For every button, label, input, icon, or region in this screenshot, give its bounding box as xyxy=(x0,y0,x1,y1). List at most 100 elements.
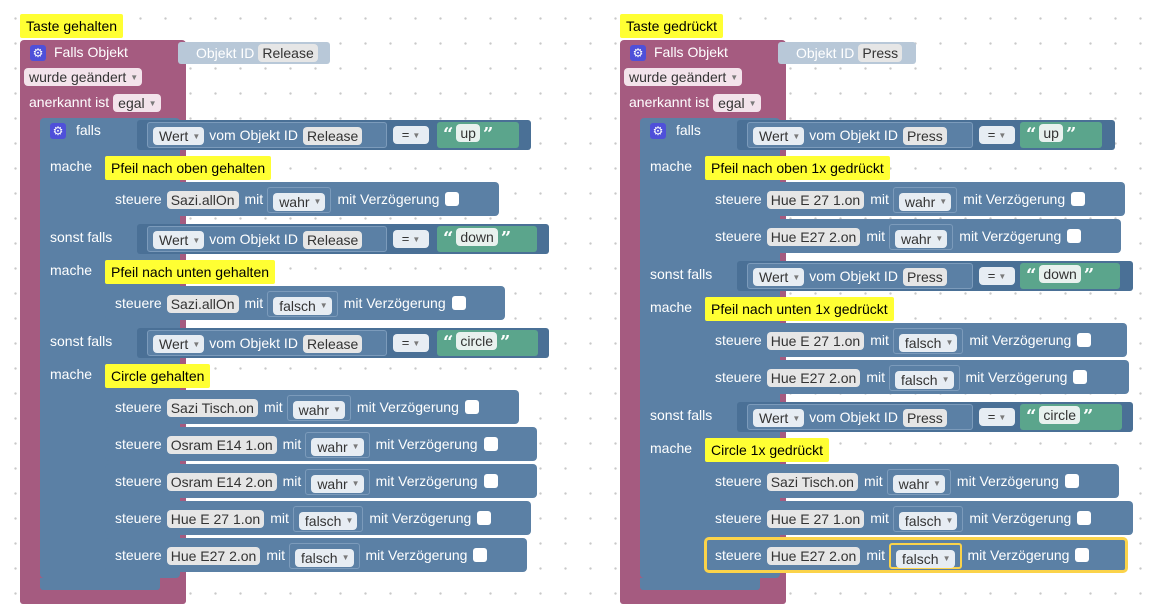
delay-checkbox[interactable] xyxy=(1077,511,1092,526)
delay-checkbox[interactable] xyxy=(483,474,498,489)
string-value[interactable]: down xyxy=(456,228,498,246)
value-block[interactable]: falsch ▼ xyxy=(892,328,964,355)
steuere-block[interactable]: steuere Hue E 27 1.on mit falsch ▼ mit Verzög… xyxy=(105,501,531,535)
wert-vom-objekt-block[interactable]: Wert ▼ vom Objekt ID Release xyxy=(147,330,387,356)
delay-checkbox[interactable] xyxy=(1075,548,1090,563)
string-value[interactable]: circle xyxy=(1039,406,1081,424)
objekt-id-value[interactable]: Hue E 27 1.on xyxy=(766,332,865,351)
value-block[interactable]: wahr ▼ xyxy=(889,224,954,251)
delay-checkbox[interactable] xyxy=(1071,192,1086,207)
objekt-id-value[interactable]: Osram E14 2.on xyxy=(166,473,277,492)
value-dropdown[interactable]: wahr ▼ xyxy=(311,474,364,493)
value-block[interactable]: wahr ▼ xyxy=(305,469,370,496)
operator-dropdown[interactable]: = ▼ xyxy=(979,126,1015,144)
steuere-block[interactable]: steuere Hue E27 2.on mit falsch ▼ mit Verzöge… xyxy=(105,538,527,572)
wert-dropdown[interactable]: Wert ▼ xyxy=(753,268,805,287)
value-block[interactable]: wahr ▼ xyxy=(286,395,351,422)
value-dropdown[interactable]: falsch ▼ xyxy=(298,511,358,530)
wert-vom-objekt-block[interactable]: Wert ▼ vom Objekt ID Release xyxy=(147,122,387,148)
value-dropdown[interactable]: falsch ▼ xyxy=(898,511,958,530)
right-trigger-comment[interactable]: Taste gedrückt xyxy=(620,14,724,38)
delay-checkbox[interactable] xyxy=(451,296,466,311)
value-block[interactable]: wahr ▼ xyxy=(305,432,370,459)
text-string-block[interactable]: “circle” xyxy=(437,330,538,356)
text-string-block[interactable]: “up” xyxy=(1020,122,1102,148)
string-value[interactable]: up xyxy=(456,124,480,142)
gear-icon[interactable]: ⚙ xyxy=(650,123,666,140)
right-branch-comment-1[interactable]: Pfeil nach unten 1x gedrückt xyxy=(705,297,894,321)
right-condition-0[interactable]: Wert ▼ vom Objekt ID Press = ▼ xyxy=(737,120,1115,150)
operator-dropdown[interactable]: = ▼ xyxy=(393,126,429,144)
steuere-block[interactable]: steuere Hue E 27 1.on mit wahr ▼ mit Verzöger… xyxy=(705,182,1125,216)
value-dropdown[interactable]: wahr ▼ xyxy=(311,437,364,456)
steuere-block[interactable]: steuere Osram E14 1.on mit wahr ▼ mit Verzöge… xyxy=(105,427,537,461)
value-dropdown[interactable]: wahr ▼ xyxy=(892,474,945,493)
value-block[interactable]: falsch ▼ xyxy=(892,506,964,533)
objekt-id-value[interactable]: Hue E27 2.on xyxy=(166,547,261,566)
wert-vom-objekt-block[interactable]: Wert ▼ vom Objekt ID Press xyxy=(747,404,973,430)
string-value[interactable]: down xyxy=(1039,265,1081,283)
wert-dropdown[interactable]: Wert ▼ xyxy=(753,127,805,146)
value-block[interactable]: falsch ▼ xyxy=(889,365,960,392)
right-branch-comment-2[interactable]: Circle 1x gedrückt xyxy=(705,438,830,462)
value-block[interactable]: wahr ▼ xyxy=(267,187,332,214)
objekt-id-value[interactable]: Hue E 27 1.on xyxy=(766,191,865,210)
operator-dropdown[interactable]: = ▼ xyxy=(393,334,429,352)
anerkannt-dropdown[interactable]: egal ▼ xyxy=(113,94,161,113)
delay-checkbox[interactable] xyxy=(445,192,460,207)
value-block[interactable]: wahr ▼ xyxy=(892,187,958,214)
delay-checkbox[interactable] xyxy=(473,548,488,563)
text-string-block[interactable]: “up” xyxy=(437,122,519,148)
left-trigger-comment[interactable]: Taste gehalten xyxy=(20,14,124,38)
operator-dropdown[interactable]: = ▼ xyxy=(393,230,429,248)
objekt-id-value[interactable]: Press xyxy=(858,44,903,62)
gear-icon[interactable]: ⚙ xyxy=(30,45,46,62)
objekt-id-value[interactable]: Sazi.allOn xyxy=(166,191,239,210)
objekt-id-value[interactable]: Release xyxy=(258,44,318,62)
text-string-block[interactable]: “down” xyxy=(437,226,537,252)
objekt-id-value[interactable]: Hue E 27 1.on xyxy=(166,510,265,529)
steuere-block[interactable]: steuere Sazi Tisch.on mit wahr ▼ mit Verzöger… xyxy=(705,464,1119,498)
operator-dropdown[interactable]: = ▼ xyxy=(979,267,1015,285)
value-dropdown[interactable]: falsch ▼ xyxy=(896,549,955,568)
value-dropdown[interactable]: falsch ▼ xyxy=(898,333,958,352)
value-block[interactable]: falsch ▼ xyxy=(889,543,962,570)
value-dropdown[interactable]: wahr ▼ xyxy=(292,400,345,419)
value-block[interactable]: wahr ▼ xyxy=(886,469,951,496)
string-value[interactable]: up xyxy=(1039,124,1063,142)
wert-vom-objekt-block[interactable]: Wert ▼ vom Objekt ID Press xyxy=(747,122,973,148)
text-string-block[interactable]: “down” xyxy=(1020,263,1120,289)
steuere-block[interactable]: steuere Hue E 27 1.on mit falsch ▼ mit Verzög… xyxy=(705,501,1133,535)
value-dropdown[interactable]: wahr ▼ xyxy=(895,229,948,248)
delay-checkbox[interactable] xyxy=(464,400,479,415)
value-block[interactable]: falsch ▼ xyxy=(267,291,338,318)
objekt-id-value[interactable]: Hue E27 2.on xyxy=(766,228,861,247)
left-branch-comment-1[interactable]: Pfeil nach unten gehalten xyxy=(105,260,276,284)
value-dropdown[interactable]: falsch ▼ xyxy=(895,370,954,389)
steuere-block[interactable]: steuere Sazi.allOn mit wahr ▼ mit Verzögerung xyxy=(105,182,499,216)
delay-checkbox[interactable] xyxy=(1067,229,1082,244)
delay-checkbox[interactable] xyxy=(1077,333,1092,348)
delay-checkbox[interactable] xyxy=(477,511,492,526)
objekt-id-value[interactable]: Hue E 27 1.on xyxy=(766,510,865,529)
wert-vom-objekt-block[interactable]: Wert ▼ vom Objekt ID Release xyxy=(147,226,387,252)
wert-dropdown[interactable]: Wert ▼ xyxy=(753,409,805,428)
delay-checkbox[interactable] xyxy=(1073,370,1088,385)
gear-icon[interactable]: ⚙ xyxy=(50,123,66,140)
steuere-block[interactable]: steuere Sazi.allOn mit falsch ▼ mit Verzögeru… xyxy=(105,286,505,320)
wert-dropdown[interactable]: Wert ▼ xyxy=(153,127,205,146)
wert-dropdown[interactable]: Wert ▼ xyxy=(153,335,205,354)
value-block[interactable]: falsch ▼ xyxy=(292,506,364,533)
wurde-geaendert-dropdown[interactable]: wurde geändert ▼ xyxy=(24,68,143,87)
objekt-id-value[interactable]: Hue E27 2.on xyxy=(766,547,861,566)
left-condition-0[interactable]: Wert ▼ vom Objekt ID Release = ▼ xyxy=(137,120,531,150)
anerkannt-dropdown[interactable]: egal ▼ xyxy=(713,94,761,113)
objekt-id-value[interactable]: Sazi Tisch.on xyxy=(766,473,858,492)
right-branch-comment-0[interactable]: Pfeil nach oben 1x gedrückt xyxy=(705,156,890,180)
objekt-id-value[interactable]: Sazi Tisch.on xyxy=(166,399,258,418)
objekt-id-value[interactable]: Press xyxy=(902,127,947,146)
value-dropdown[interactable]: wahr ▼ xyxy=(273,192,326,211)
value-dropdown[interactable]: wahr ▼ xyxy=(898,192,952,211)
steuere-block[interactable]: steuere Hue E 27 1.on mit falsch ▼ mit Verzög… xyxy=(705,323,1127,357)
